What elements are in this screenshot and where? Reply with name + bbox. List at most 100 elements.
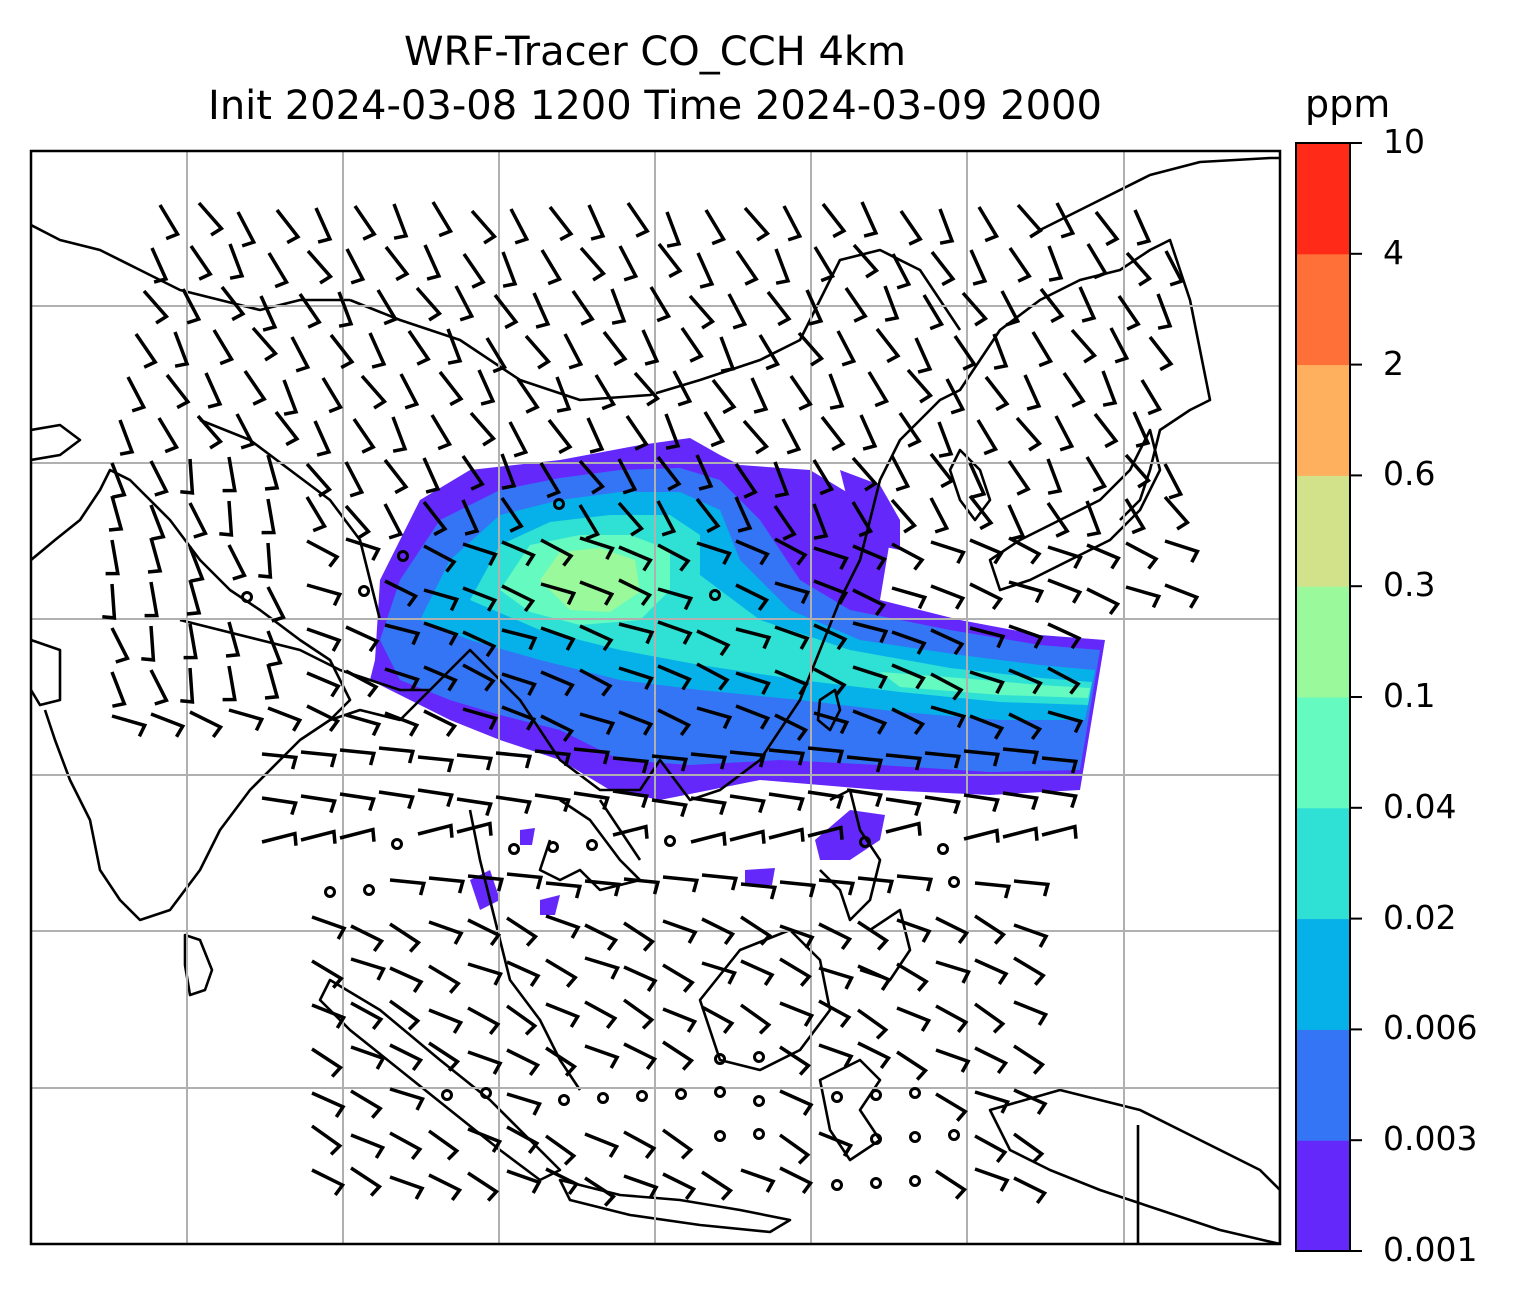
wind-barb (641, 329, 660, 366)
wind-barb (428, 920, 464, 945)
wind-barb (812, 503, 829, 540)
wind-barb (695, 454, 714, 491)
wind-barb (690, 796, 727, 816)
wind-barb (339, 748, 377, 766)
wind-barb (258, 542, 273, 579)
colorbar-tick-label: 0.001 (1383, 1230, 1478, 1269)
wind-barb (818, 1043, 854, 1068)
wind-barb (852, 544, 887, 571)
coastlines-and-borders (31, 156, 1280, 1244)
wind-barb (222, 665, 237, 702)
wind-barb (467, 1171, 500, 1202)
colorbar-block (1296, 364, 1350, 476)
wind-barb (623, 921, 656, 952)
wind-barb (701, 1170, 734, 1201)
wind-barb (623, 965, 658, 992)
wind-barb (149, 504, 166, 541)
wind-barb (896, 1050, 929, 1081)
wind-barb (734, 496, 753, 533)
wind-barb (696, 706, 733, 730)
wind-barb (150, 712, 186, 738)
wind-barb (579, 624, 614, 652)
wind-barb (261, 831, 298, 846)
wind-barb (1164, 539, 1200, 564)
wind-barb (227, 544, 247, 581)
wind-barb (594, 374, 617, 411)
wind-barb (896, 962, 929, 992)
wind-barb (828, 373, 845, 410)
wind-barb (924, 751, 962, 769)
wind-barb (1013, 879, 1051, 897)
calm-wind-marker (508, 843, 520, 855)
wind-barb (407, 330, 431, 366)
wind-barb (1013, 1000, 1049, 1026)
wind-barb (1078, 286, 1097, 323)
wind-barb (1124, 453, 1152, 489)
wind-barb (662, 1040, 695, 1071)
wind-barb (147, 537, 163, 574)
wind-barb (974, 1134, 1008, 1163)
wind-barb (1093, 412, 1119, 449)
wind-barb (896, 874, 934, 892)
wind-barb (267, 252, 290, 289)
wind-barb (345, 713, 382, 737)
wind-barb (1047, 245, 1064, 282)
wind-barb (977, 206, 1000, 243)
wind-barb (573, 747, 611, 765)
wind-barb (618, 666, 654, 691)
wind-barb (922, 294, 945, 331)
wind-barb (807, 825, 844, 840)
colorbar-unit-label: ppm (1305, 82, 1391, 126)
wind-barb (142, 289, 170, 325)
wind-barb (974, 1090, 1010, 1114)
wind-barb (664, 413, 681, 450)
wind-barb (495, 751, 533, 769)
wind-barb (1013, 1088, 1048, 1115)
wind-barb (423, 709, 458, 738)
calm-wind-marker (586, 839, 598, 851)
wind-barb (821, 202, 847, 239)
wind-barb (423, 544, 457, 573)
wind-barb (584, 1176, 617, 1207)
wind-barb (1007, 504, 1026, 541)
wind-barb (856, 1008, 889, 1040)
wind-barb (662, 875, 700, 893)
wind-barb (953, 335, 977, 371)
wind-barb (935, 1004, 969, 1033)
wind-barb (891, 663, 926, 690)
wind-barb (584, 956, 620, 980)
wind-barb (189, 245, 213, 281)
wind-barb (1133, 209, 1152, 246)
wind-barb (735, 583, 770, 612)
wind-barb (935, 1092, 968, 1122)
wind-barb (1094, 210, 1120, 247)
wind-barb (462, 542, 498, 567)
wind-barb (389, 1043, 424, 1072)
wind-barb (779, 880, 817, 898)
wind-barb (1002, 791, 1039, 811)
wind-barb (781, 418, 802, 455)
wind-barb (311, 915, 347, 940)
plume-patch-philippines (815, 810, 885, 860)
wind-barb (388, 999, 421, 1031)
calm-wind-marker (753, 1095, 765, 1107)
wind-barb (813, 579, 849, 605)
wind-barb (1002, 747, 1040, 765)
wind-barb (584, 1132, 620, 1158)
wind-barb (376, 289, 399, 326)
coast-sumatra (318, 978, 562, 1182)
wind-barb (930, 584, 966, 610)
wind-barb (571, 290, 595, 326)
wind-barb (1039, 287, 1065, 324)
wind-barb (768, 748, 806, 766)
wind-barb (462, 707, 499, 731)
wind-barb (885, 753, 923, 771)
wind-barb (690, 831, 727, 846)
wind-barb (963, 828, 1000, 843)
wind-barb (467, 874, 505, 892)
wind-barb (310, 1124, 343, 1156)
wind-barb (545, 1002, 581, 1028)
wind-barb (852, 243, 880, 279)
coast-sri-lanka (183, 933, 214, 997)
